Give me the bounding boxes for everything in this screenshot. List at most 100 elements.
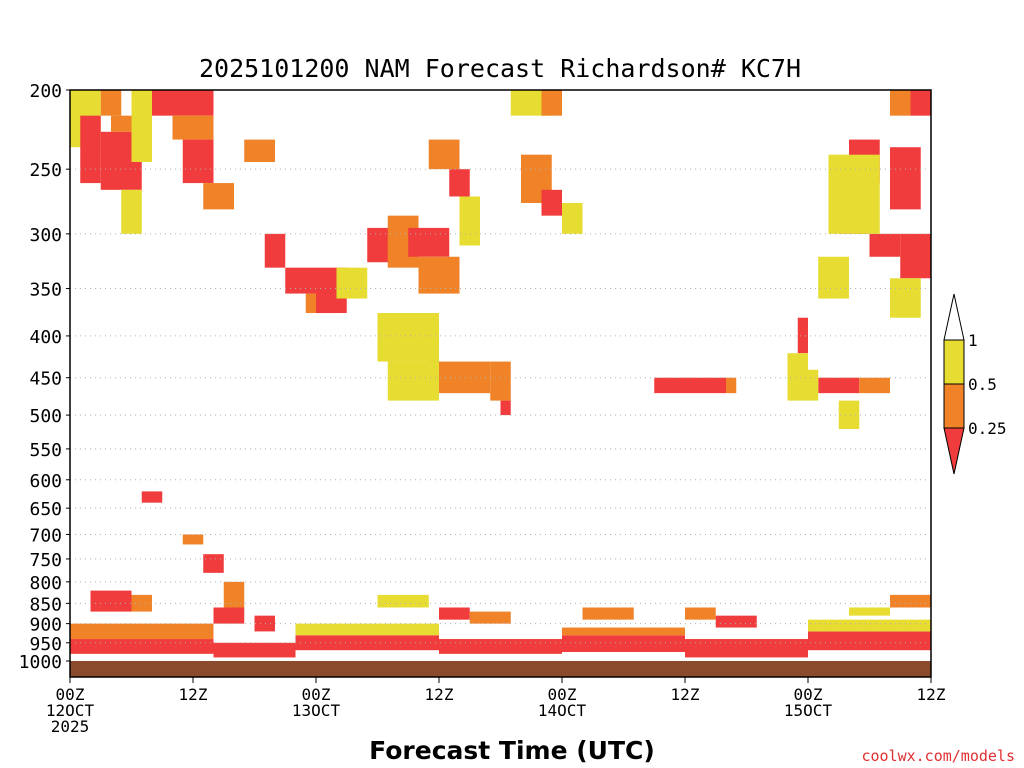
- x-tick-label: 12OCT: [46, 701, 95, 720]
- x-tick-label: 14OCT: [538, 701, 587, 720]
- data-cell: [387, 361, 439, 401]
- y-tick-label: 500: [29, 406, 62, 427]
- y-tick-label: 200: [29, 81, 62, 102]
- y-tick-label: 350: [29, 280, 62, 301]
- data-cell: [254, 615, 275, 632]
- data-cell: [490, 361, 511, 401]
- y-tick-label: 600: [29, 471, 62, 492]
- y-tick-label: 250: [29, 160, 62, 181]
- data-cell: [295, 623, 439, 636]
- data-cell: [797, 317, 808, 354]
- gridlines: [70, 168, 931, 644]
- data-cell: [377, 594, 429, 608]
- chart-title: 2025101200 NAM Forecast Richardson# KC7H: [199, 54, 801, 83]
- data-cell: [890, 90, 911, 116]
- y-tick-label: 950: [29, 634, 62, 655]
- data-cell: [818, 377, 860, 394]
- data-cell: [849, 607, 890, 616]
- x-tick-label: 12Z: [671, 685, 700, 704]
- data-cell: [80, 115, 101, 184]
- data-cell: [295, 635, 439, 651]
- data-cell: [213, 642, 296, 658]
- credit-text: coolwx.com/models: [861, 747, 1015, 765]
- y-tick-label: 800: [29, 573, 62, 594]
- data-cell: [685, 607, 716, 620]
- legend-label: 0.25: [968, 419, 1007, 438]
- data-cell: [869, 233, 901, 257]
- y-tick-label: 550: [29, 440, 62, 461]
- data-cell: [890, 147, 921, 210]
- x-tick-label: 13OCT: [292, 701, 341, 720]
- data-cell: [264, 233, 286, 268]
- data-cell: [541, 189, 562, 216]
- legend-label: 1: [968, 331, 978, 350]
- data-cell: [141, 491, 163, 503]
- data-cell: [828, 154, 880, 234]
- data-cell: [890, 278, 921, 318]
- x-tick-label: 12Z: [179, 685, 208, 704]
- data-cell: [808, 619, 931, 632]
- color-legend: 1 0.5 0.25: [943, 293, 1007, 475]
- data-cell: [172, 115, 214, 140]
- data-cell: [377, 313, 439, 362]
- data-cell: [449, 169, 470, 197]
- data-cell: [685, 639, 808, 658]
- data-cell: [838, 400, 860, 429]
- data-cell: [152, 90, 214, 116]
- data-cell: [418, 256, 460, 294]
- data-cell: [910, 90, 931, 116]
- x-tick-label: 00Z: [794, 685, 823, 704]
- x-tick-label: 12Z: [917, 685, 946, 704]
- x-tick-label: 00Z: [302, 685, 331, 704]
- legend-swatch-above: [943, 293, 965, 341]
- data-cell: [244, 139, 275, 162]
- data-cell: [582, 607, 634, 620]
- data-cell: [787, 353, 808, 378]
- data-cell: [428, 139, 460, 170]
- plot-frame: [69, 89, 932, 678]
- data-cell: [459, 196, 480, 246]
- y-tick-label: 900: [29, 615, 62, 636]
- data-cell: [70, 639, 214, 654]
- data-cell: [500, 400, 511, 416]
- legend-swatch: [943, 383, 965, 429]
- data-cell: [562, 635, 685, 653]
- data-cell: [439, 607, 470, 620]
- data-cell: [285, 267, 316, 294]
- x-tick-label: 00Z: [56, 685, 85, 704]
- data-cell: [203, 554, 224, 573]
- y-tick-label: 400: [29, 327, 62, 348]
- data-cell: [100, 90, 122, 116]
- data-cell: [223, 581, 245, 608]
- data-cell: [203, 183, 234, 210]
- data-cell: [541, 90, 562, 116]
- y-tick-label: 300: [29, 225, 62, 246]
- y-tick-label: 700: [29, 525, 62, 546]
- data-cell: [336, 267, 368, 299]
- data-cell: [182, 534, 204, 545]
- data-cell: [70, 623, 214, 640]
- data-cell: [213, 607, 245, 624]
- data-cell: [131, 90, 152, 162]
- x-tick-label: 12Z: [425, 685, 454, 704]
- x-tick-label: 00Z: [548, 685, 577, 704]
- data-cell: [890, 594, 931, 608]
- data-cell: [182, 139, 214, 184]
- y-tick-label: 1000: [19, 652, 62, 673]
- data-cell: [131, 594, 152, 612]
- data-cell: [900, 233, 931, 279]
- ground: [70, 661, 931, 677]
- data-cell: [562, 202, 583, 234]
- data-cell: [121, 189, 142, 234]
- data-cell: [726, 377, 737, 394]
- y-tick-label: 750: [29, 550, 62, 571]
- data-cell: [408, 227, 450, 257]
- legend-swatch: [943, 339, 965, 385]
- data-cell: [90, 590, 132, 612]
- y-tick-label: 450: [29, 369, 62, 390]
- x-axis-label: Forecast Time (UTC): [369, 736, 655, 765]
- data-cell: [439, 639, 562, 654]
- data-cell: [562, 627, 685, 636]
